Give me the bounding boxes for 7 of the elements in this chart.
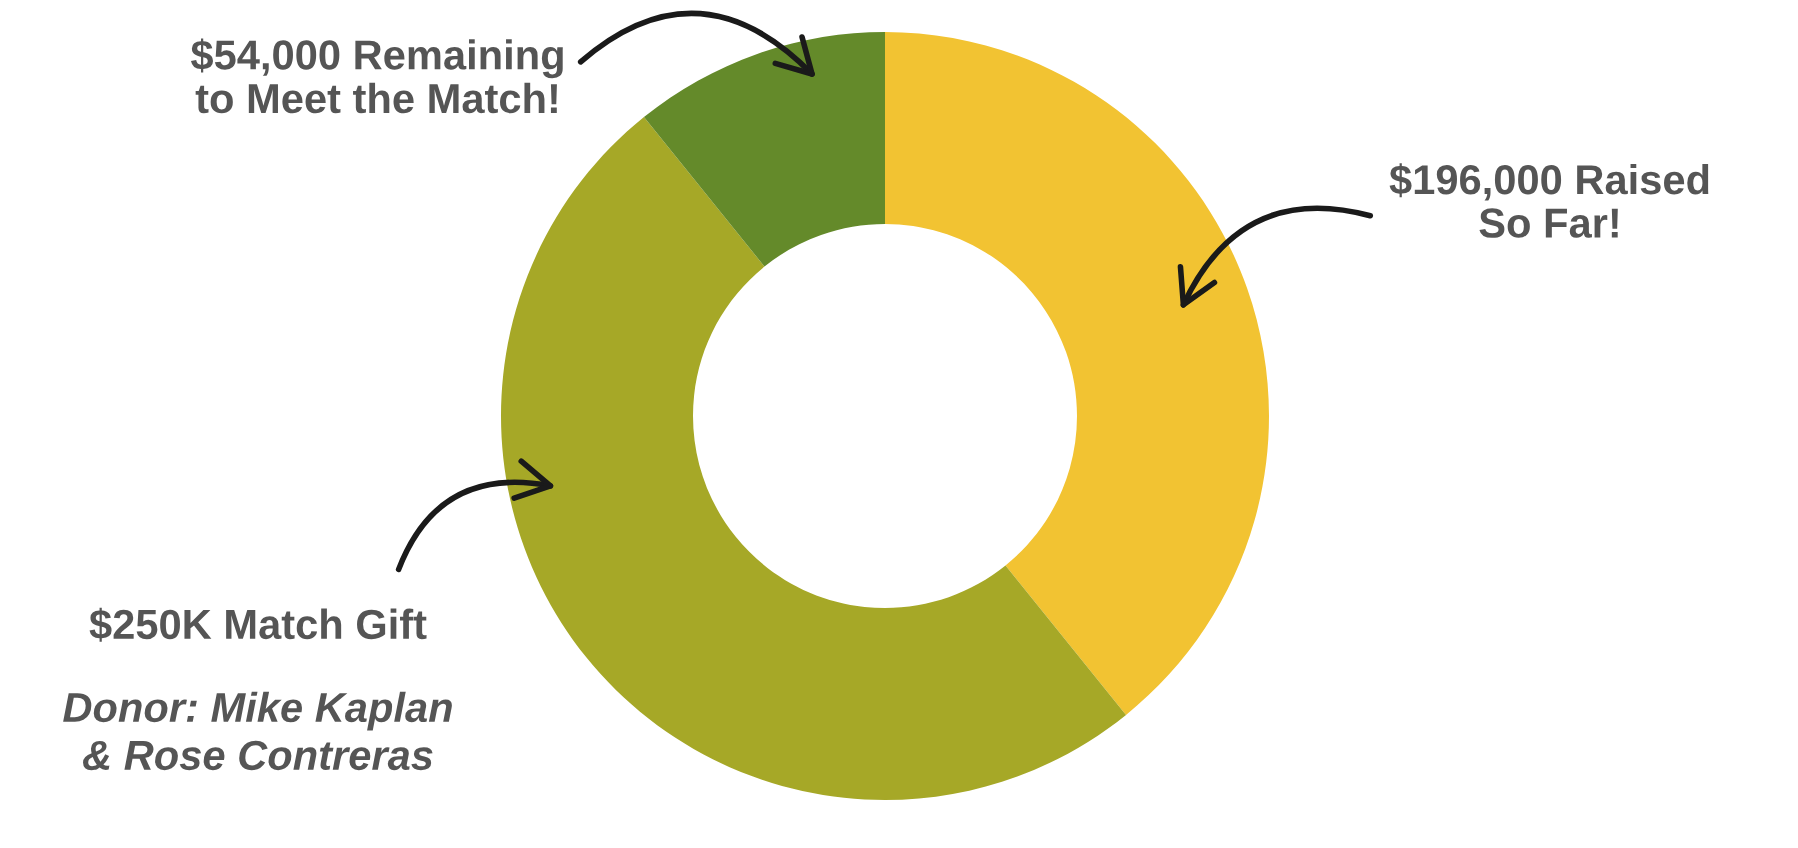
slice-label: $54,000 Remaining to Meet the Match! — [190, 38, 563, 114]
text: Donor: Mike Kaplan & Rose Contreras — [63, 691, 452, 771]
donut-slice — [643, 32, 885, 267]
donut-slice — [885, 32, 1269, 715]
slice-label: $196,000 Raised So Far! — [1389, 163, 1709, 238]
donut-slice — [501, 117, 1127, 800]
slice-label: $250K Match Gift — [89, 607, 427, 642]
